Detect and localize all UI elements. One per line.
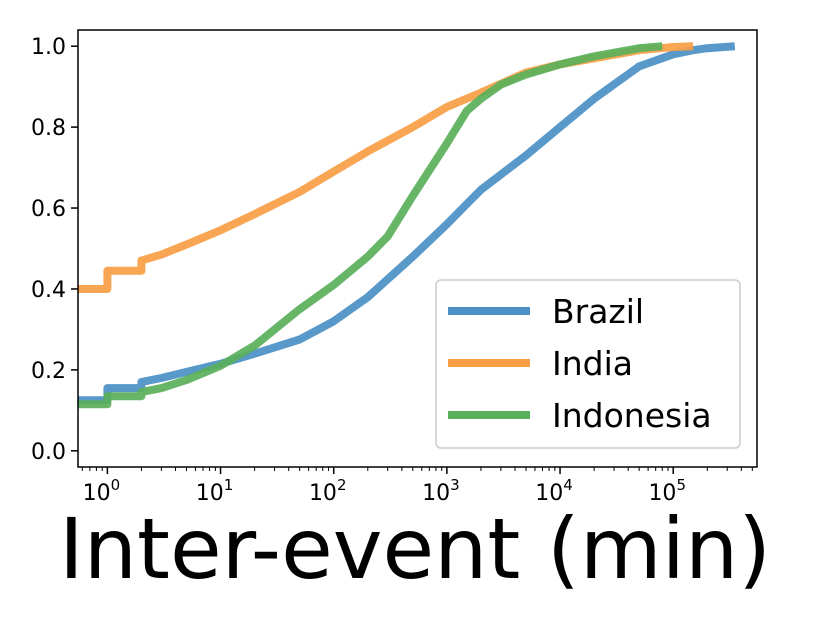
axes-layer: 0.0 0.2 0.4 0.6 0.8 1.0 100 101 102 103 104 105 — [31, 29, 758, 506]
series-line-india — [78, 42, 694, 293]
series-line-indonesia — [78, 42, 663, 409]
legend-label-brazil: Brazil — [552, 292, 644, 331]
y-tick-label: 0.6 — [31, 197, 66, 222]
plot-frame — [77, 29, 758, 468]
x-tick-label: 100 — [83, 476, 121, 506]
x-tick-label: 103 — [422, 476, 460, 506]
y-tick-label: 0.4 — [31, 278, 66, 303]
y-tick-label: 0.8 — [31, 116, 66, 141]
x-axis-label: Inter-event (min) — [59, 500, 771, 598]
legend: Brazil India Indonesia — [435, 279, 741, 449]
legend-box — [435, 279, 741, 449]
y-tick-label: 1.0 — [31, 35, 66, 60]
x-tick-label: 102 — [309, 476, 347, 506]
x-tick-label: 105 — [648, 476, 686, 506]
legend-label-india: India — [552, 344, 633, 383]
series-line-brazil — [78, 42, 736, 405]
x-tick-label: 101 — [196, 476, 234, 506]
x-tick-label: 104 — [535, 476, 573, 506]
legend-label-indonesia: Indonesia — [552, 396, 712, 435]
series-layer — [78, 42, 736, 409]
y-tick-label: 0.0 — [31, 440, 66, 465]
y-tick-label: 0.2 — [31, 359, 66, 384]
